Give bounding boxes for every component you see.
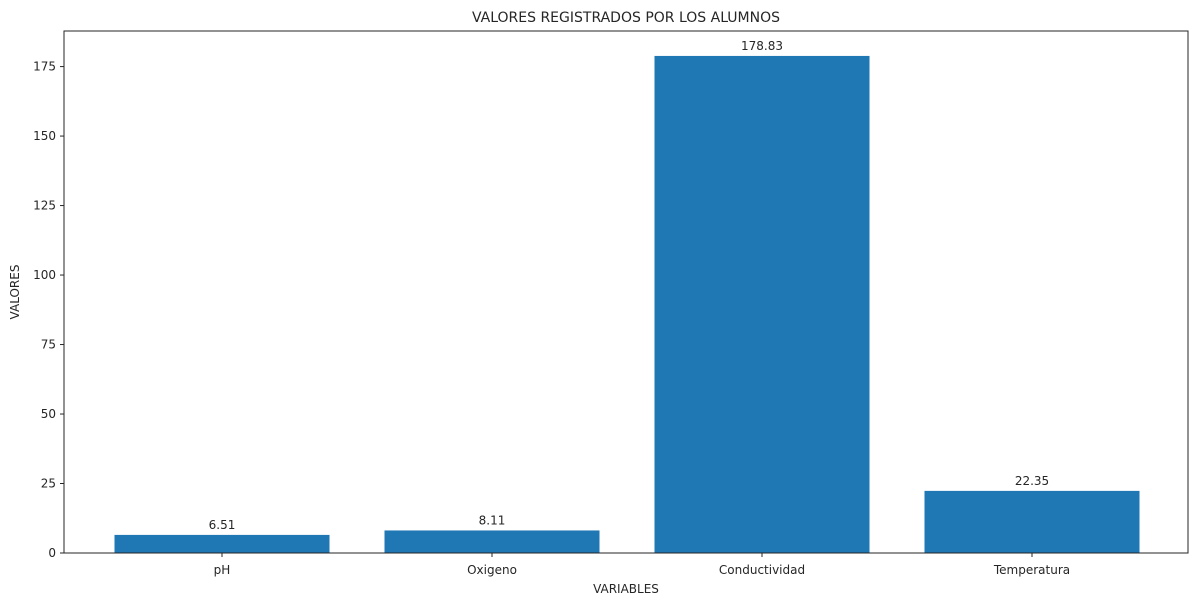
bar-temperatura [924,490,1140,553]
bar-ph [114,534,330,553]
value-label-oxigeno: 8.11 [479,513,506,527]
y-tick-label: 25 [41,477,56,491]
y-tick-label: 175 [33,60,56,74]
x-axis: pH Oxigeno Conductividad Temperatura [214,553,1070,577]
x-axis-label: VARIABLES [593,582,659,596]
value-label-temperatura: 22.35 [1015,474,1049,488]
plot-frame [63,30,1189,554]
y-tick-label: 125 [33,199,56,213]
x-tick-label-temperatura: Temperatura [993,563,1070,577]
x-tick-label-oxigeno: Oxigeno [467,563,517,577]
y-axis: 0 25 50 75 100 125 150 175 [33,60,64,560]
bar-oxigeno [384,530,600,553]
y-tick-label: 50 [41,407,56,421]
y-axis-label: VALORES [8,265,22,320]
y-tick-label: 150 [33,129,56,143]
y-tick-label: 100 [33,268,56,282]
chart-title: VALORES REGISTRADOS POR LOS ALUMNOS [472,10,780,26]
value-labels-group: 6.51 8.11 178.83 22.35 [209,39,1050,532]
x-tick-label-conductividad: Conductividad [719,563,805,577]
y-tick-label: 75 [41,338,56,352]
y-tick-label: 0 [48,546,56,560]
bar-conductividad [654,55,870,553]
value-label-conductividad: 178.83 [741,39,783,53]
x-tick-label-ph: pH [214,563,231,577]
value-label-ph: 6.51 [209,518,236,532]
bars-group [114,55,1140,553]
